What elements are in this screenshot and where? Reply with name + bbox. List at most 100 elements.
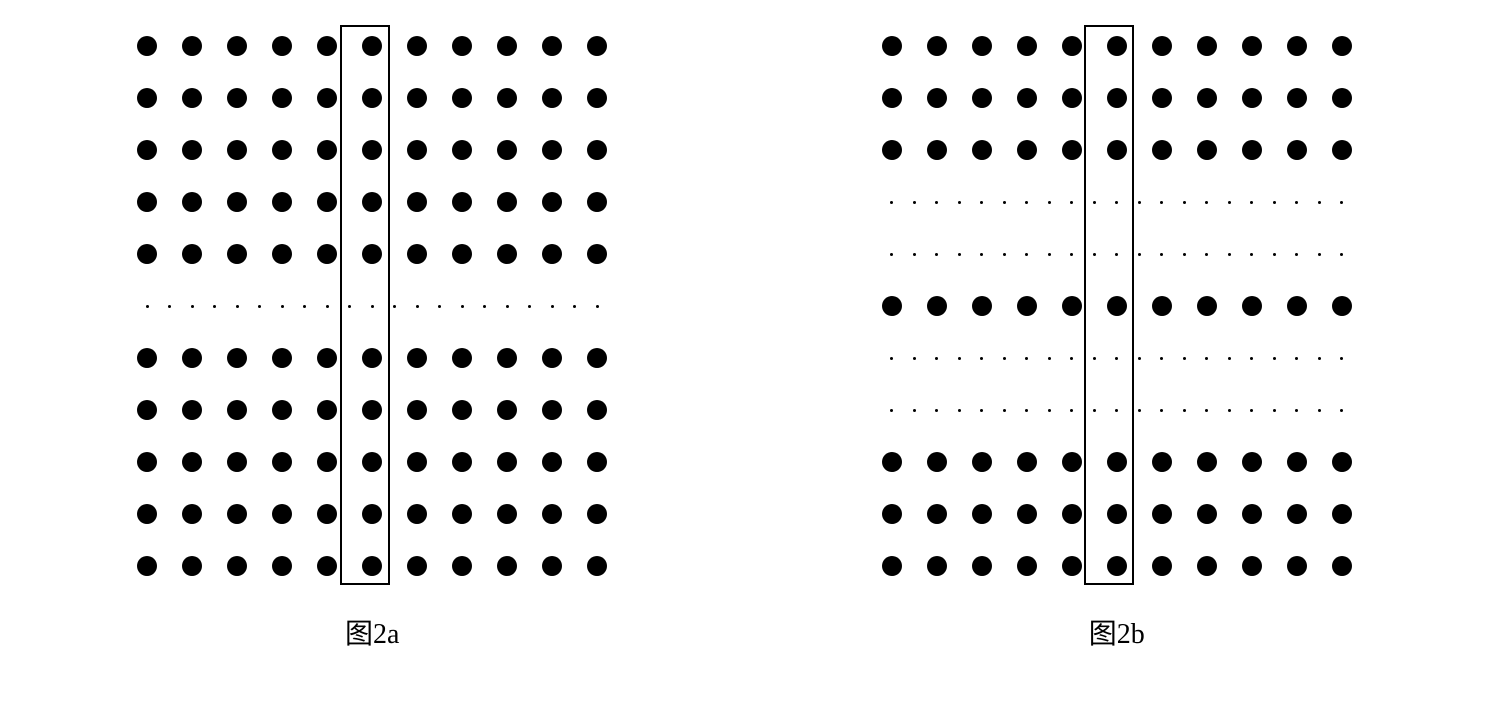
big-dot	[227, 556, 247, 576]
spacer-dot	[1138, 253, 1141, 256]
big-dot	[452, 556, 472, 576]
grid-a	[125, 20, 620, 592]
big-dot	[182, 244, 202, 264]
small-dot	[1295, 357, 1298, 360]
small-dot	[890, 201, 893, 204]
small-dot	[1025, 409, 1028, 412]
big-dot	[182, 348, 202, 368]
big-dot	[317, 192, 337, 212]
big-dot	[272, 452, 292, 472]
spacer-dot	[1183, 201, 1186, 204]
big-dot	[587, 400, 607, 420]
spacer-dot	[438, 305, 441, 308]
big-dot	[227, 36, 247, 56]
big-dot	[542, 244, 562, 264]
big-dot	[452, 348, 472, 368]
big-dot	[542, 140, 562, 160]
small-dot	[980, 201, 983, 204]
small-dot	[1205, 357, 1208, 360]
small-dot	[1025, 253, 1028, 256]
spacer-dot	[1318, 253, 1321, 256]
big-dot	[927, 556, 947, 576]
big-dot	[497, 348, 517, 368]
big-dot	[1332, 452, 1352, 472]
small-dot	[980, 253, 983, 256]
spacer-dot	[483, 305, 486, 308]
spacer-dot	[1048, 201, 1051, 204]
big-dot	[1017, 452, 1037, 472]
big-dot	[1287, 452, 1307, 472]
big-dot	[1332, 296, 1352, 316]
small-dot	[326, 305, 329, 308]
small-dot	[1295, 253, 1298, 256]
big-dot	[452, 504, 472, 524]
small-dot	[890, 253, 893, 256]
spacer-dot	[168, 305, 171, 308]
big-dot	[1197, 36, 1217, 56]
spacer-dot	[573, 305, 576, 308]
spacer-dot	[958, 357, 961, 360]
big-dot	[137, 452, 157, 472]
big-dot	[407, 452, 427, 472]
big-dot	[1152, 296, 1172, 316]
small-dot	[191, 305, 194, 308]
big-dot	[542, 88, 562, 108]
grid-b	[869, 20, 1364, 592]
big-dot	[497, 504, 517, 524]
spacer-dot	[1183, 357, 1186, 360]
big-dot	[137, 88, 157, 108]
big-dot	[1017, 36, 1037, 56]
big-dot	[227, 140, 247, 160]
big-dot	[497, 88, 517, 108]
small-dot	[506, 305, 509, 308]
big-dot	[227, 244, 247, 264]
big-dot	[1062, 452, 1082, 472]
small-dot	[1070, 253, 1073, 256]
spacer-dot	[1183, 253, 1186, 256]
small-dot	[980, 357, 983, 360]
small-dot	[980, 409, 983, 412]
big-dot	[1197, 504, 1217, 524]
spacer-dot	[1048, 253, 1051, 256]
big-dot	[182, 88, 202, 108]
big-dot	[1152, 88, 1172, 108]
spacer-dot	[913, 357, 916, 360]
figure-b: 图2b	[869, 20, 1364, 652]
spacer-dot	[1318, 409, 1321, 412]
big-dot	[587, 504, 607, 524]
spacer-dot	[303, 305, 306, 308]
big-dot	[317, 348, 337, 368]
big-dot	[272, 556, 292, 576]
big-dot	[182, 192, 202, 212]
big-dot	[227, 504, 247, 524]
big-dot	[1062, 296, 1082, 316]
big-dot	[407, 556, 427, 576]
small-dot	[1025, 201, 1028, 204]
spacer-dot	[1273, 409, 1276, 412]
big-dot	[587, 244, 607, 264]
big-dot	[1197, 140, 1217, 160]
small-dot	[236, 305, 239, 308]
spacer-dot	[1003, 253, 1006, 256]
big-dot	[272, 244, 292, 264]
small-dot	[416, 305, 419, 308]
big-dot	[542, 400, 562, 420]
big-dot	[542, 192, 562, 212]
small-dot	[1250, 409, 1253, 412]
small-dot	[1295, 201, 1298, 204]
big-dot	[272, 348, 292, 368]
big-dot	[1197, 296, 1217, 316]
big-dot	[1197, 556, 1217, 576]
big-dot	[137, 504, 157, 524]
highlight-box	[1084, 25, 1134, 585]
big-dot	[882, 296, 902, 316]
big-dot	[227, 348, 247, 368]
big-dot	[972, 452, 992, 472]
big-dot	[927, 452, 947, 472]
small-dot	[1205, 201, 1208, 204]
small-dot	[1070, 201, 1073, 204]
big-dot	[1062, 88, 1082, 108]
big-dot	[1062, 140, 1082, 160]
highlight-box	[340, 25, 390, 585]
spacer-dot	[1273, 201, 1276, 204]
